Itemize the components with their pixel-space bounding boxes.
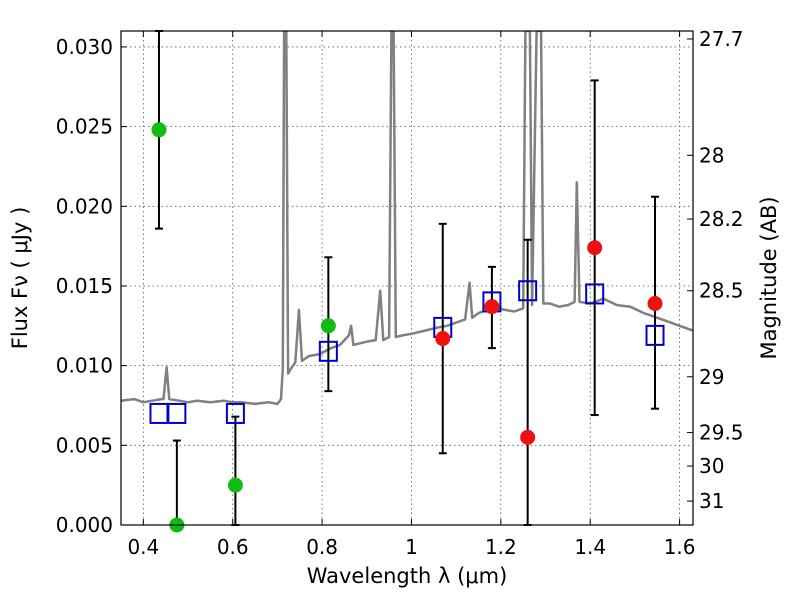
y2-tick-label: 30 — [699, 454, 724, 478]
x-tick-label: 1.6 — [664, 535, 696, 559]
photometry-point — [587, 240, 603, 256]
model-photometry-square — [225, 402, 245, 424]
photometry-point — [647, 295, 663, 311]
y2-tick-label: 28 — [699, 143, 724, 167]
x-tick-label: 1 — [405, 535, 418, 559]
y2-tick-label: 31 — [699, 489, 724, 513]
photometry-point — [151, 122, 167, 138]
spectrum-series — [121, 31, 693, 406]
y-tick-label: 0.030 — [56, 35, 113, 59]
y2-tick-label: 27.7 — [699, 27, 744, 51]
y2-tick-label: 28.2 — [699, 207, 744, 231]
x-tick-label: 1.4 — [574, 535, 606, 559]
markers — [149, 122, 665, 533]
y-axis-label: Flux Fν ( μJy ) — [8, 207, 32, 350]
y-tick-label: 0.020 — [56, 194, 113, 218]
plot-frame — [120, 30, 694, 526]
model-photometry-square — [645, 324, 665, 346]
photometry-point — [484, 299, 500, 315]
photometry-point — [435, 331, 451, 347]
model-photometry-square — [518, 280, 538, 302]
x-axis-label: Wavelength λ (μm) — [307, 564, 508, 588]
error-bars — [154, 30, 660, 526]
photometry-point — [320, 318, 336, 334]
axis-ticks: 0.4 0.6 0.8 1 1.2 1.4 1.6 0.000 0.005 0.010 0.015 0… — [56, 27, 744, 559]
y-tick-label: 0.010 — [56, 354, 113, 378]
y2-axis-label: Magnitude (AB) — [757, 196, 781, 359]
y2-tick-label: 28.5 — [699, 279, 744, 303]
photometry-point — [227, 477, 243, 493]
y-tick-label: 0.015 — [56, 274, 113, 298]
x-tick-label: 1.2 — [485, 535, 517, 559]
y2-tick-label: 29 — [699, 365, 724, 389]
x-tick-label: 0.6 — [217, 535, 249, 559]
y-tick-label: 0.005 — [56, 433, 113, 457]
y-tick-label: 0.025 — [56, 115, 113, 139]
model-photometry-square — [585, 283, 605, 305]
model-photometry-square — [149, 402, 169, 424]
grid — [121, 31, 693, 526]
y2-tick-label: 29.5 — [699, 421, 744, 445]
photometry-point — [520, 429, 536, 445]
x-tick-label: 0.4 — [127, 535, 159, 559]
model-photometry-square — [318, 340, 338, 362]
model-photometry-square — [167, 402, 187, 424]
x-tick-label: 0.8 — [306, 535, 338, 559]
spectrum-line — [121, 31, 693, 406]
y-tick-label: 0.000 — [56, 513, 113, 537]
